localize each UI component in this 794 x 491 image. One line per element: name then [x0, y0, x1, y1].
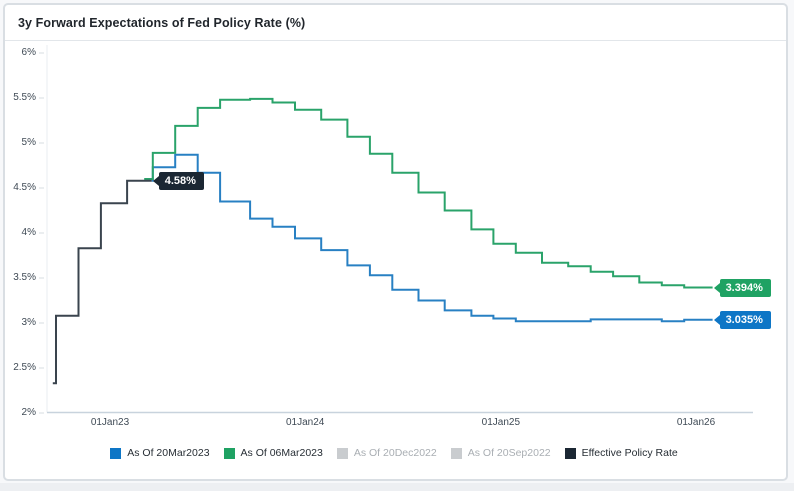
legend-item-as-of-20mar2023[interactable]: As Of 20Mar2023: [110, 447, 210, 459]
x-tick-label: 01Jan23: [90, 417, 130, 428]
chart-card: 3y Forward Expectations of Fed Policy Ra…: [3, 3, 788, 481]
badge-arrow-icon: [152, 175, 159, 186]
legend-item-effective-policy-rate[interactable]: Effective Policy Rate: [564, 447, 678, 459]
legend-label: As Of 20Sep2022: [467, 447, 551, 459]
y-tick-label: 3.5%: [13, 272, 36, 283]
badge-label: 3.035%: [725, 313, 763, 326]
badge-label: 4.58%: [164, 174, 196, 187]
y-tick-label: 2.5%: [13, 362, 36, 373]
legend-swatch-icon: [110, 447, 122, 459]
chart-legend: As Of 20Mar2023 As Of 06Mar2023 As Of 20De…: [0, 445, 788, 461]
x-tick-label: 01Jan24: [285, 417, 325, 428]
legend-swatch-icon: [223, 447, 235, 459]
legend-swatch-icon: [336, 447, 348, 459]
x-tick-label: 01Jan25: [481, 417, 521, 428]
legend-item-as-of-06mar2023[interactable]: As Of 06Mar2023: [223, 447, 323, 459]
y-tick-label: 2%: [21, 407, 36, 418]
effective-rate-value-badge: 4.58%: [152, 171, 204, 190]
y-tick-label: 4.5%: [13, 182, 36, 193]
chart-title: 3y Forward Expectations of Fed Policy Ra…: [18, 15, 306, 30]
page-background-strip: [0, 483, 794, 491]
y-tick-label: 4%: [21, 227, 36, 238]
x-tick-label: 01Jan26: [676, 417, 716, 428]
legend-label: Effective Policy Rate: [581, 447, 678, 459]
legend-label: As Of 20Dec2022: [353, 447, 437, 459]
y-tick-label: 5.5%: [13, 92, 36, 103]
y-tick-label: 6%: [21, 47, 36, 58]
y-tick-label: 3%: [21, 317, 36, 328]
legend-label: As Of 06Mar2023: [240, 447, 323, 459]
y-tick-label: 5%: [21, 137, 36, 148]
legend-item-as-of-20sep2022[interactable]: As Of 20Sep2022: [450, 447, 551, 459]
legend-swatch-icon: [450, 447, 462, 459]
badge-label: 3.394%: [725, 281, 763, 294]
asof-06mar2023-value-badge: 3.394%: [713, 278, 771, 297]
legend-label: As Of 20Mar2023: [127, 447, 210, 459]
asof-20mar2023-value-badge: 3.035%: [713, 310, 771, 329]
legend-swatch-icon: [564, 447, 576, 459]
badge-arrow-icon: [713, 282, 720, 293]
badge-arrow-icon: [713, 314, 720, 325]
chart-header: 3y Forward Expectations of Fed Policy Ra…: [5, 5, 786, 41]
legend-item-as-of-20dec2022[interactable]: As Of 20Dec2022: [336, 447, 437, 459]
